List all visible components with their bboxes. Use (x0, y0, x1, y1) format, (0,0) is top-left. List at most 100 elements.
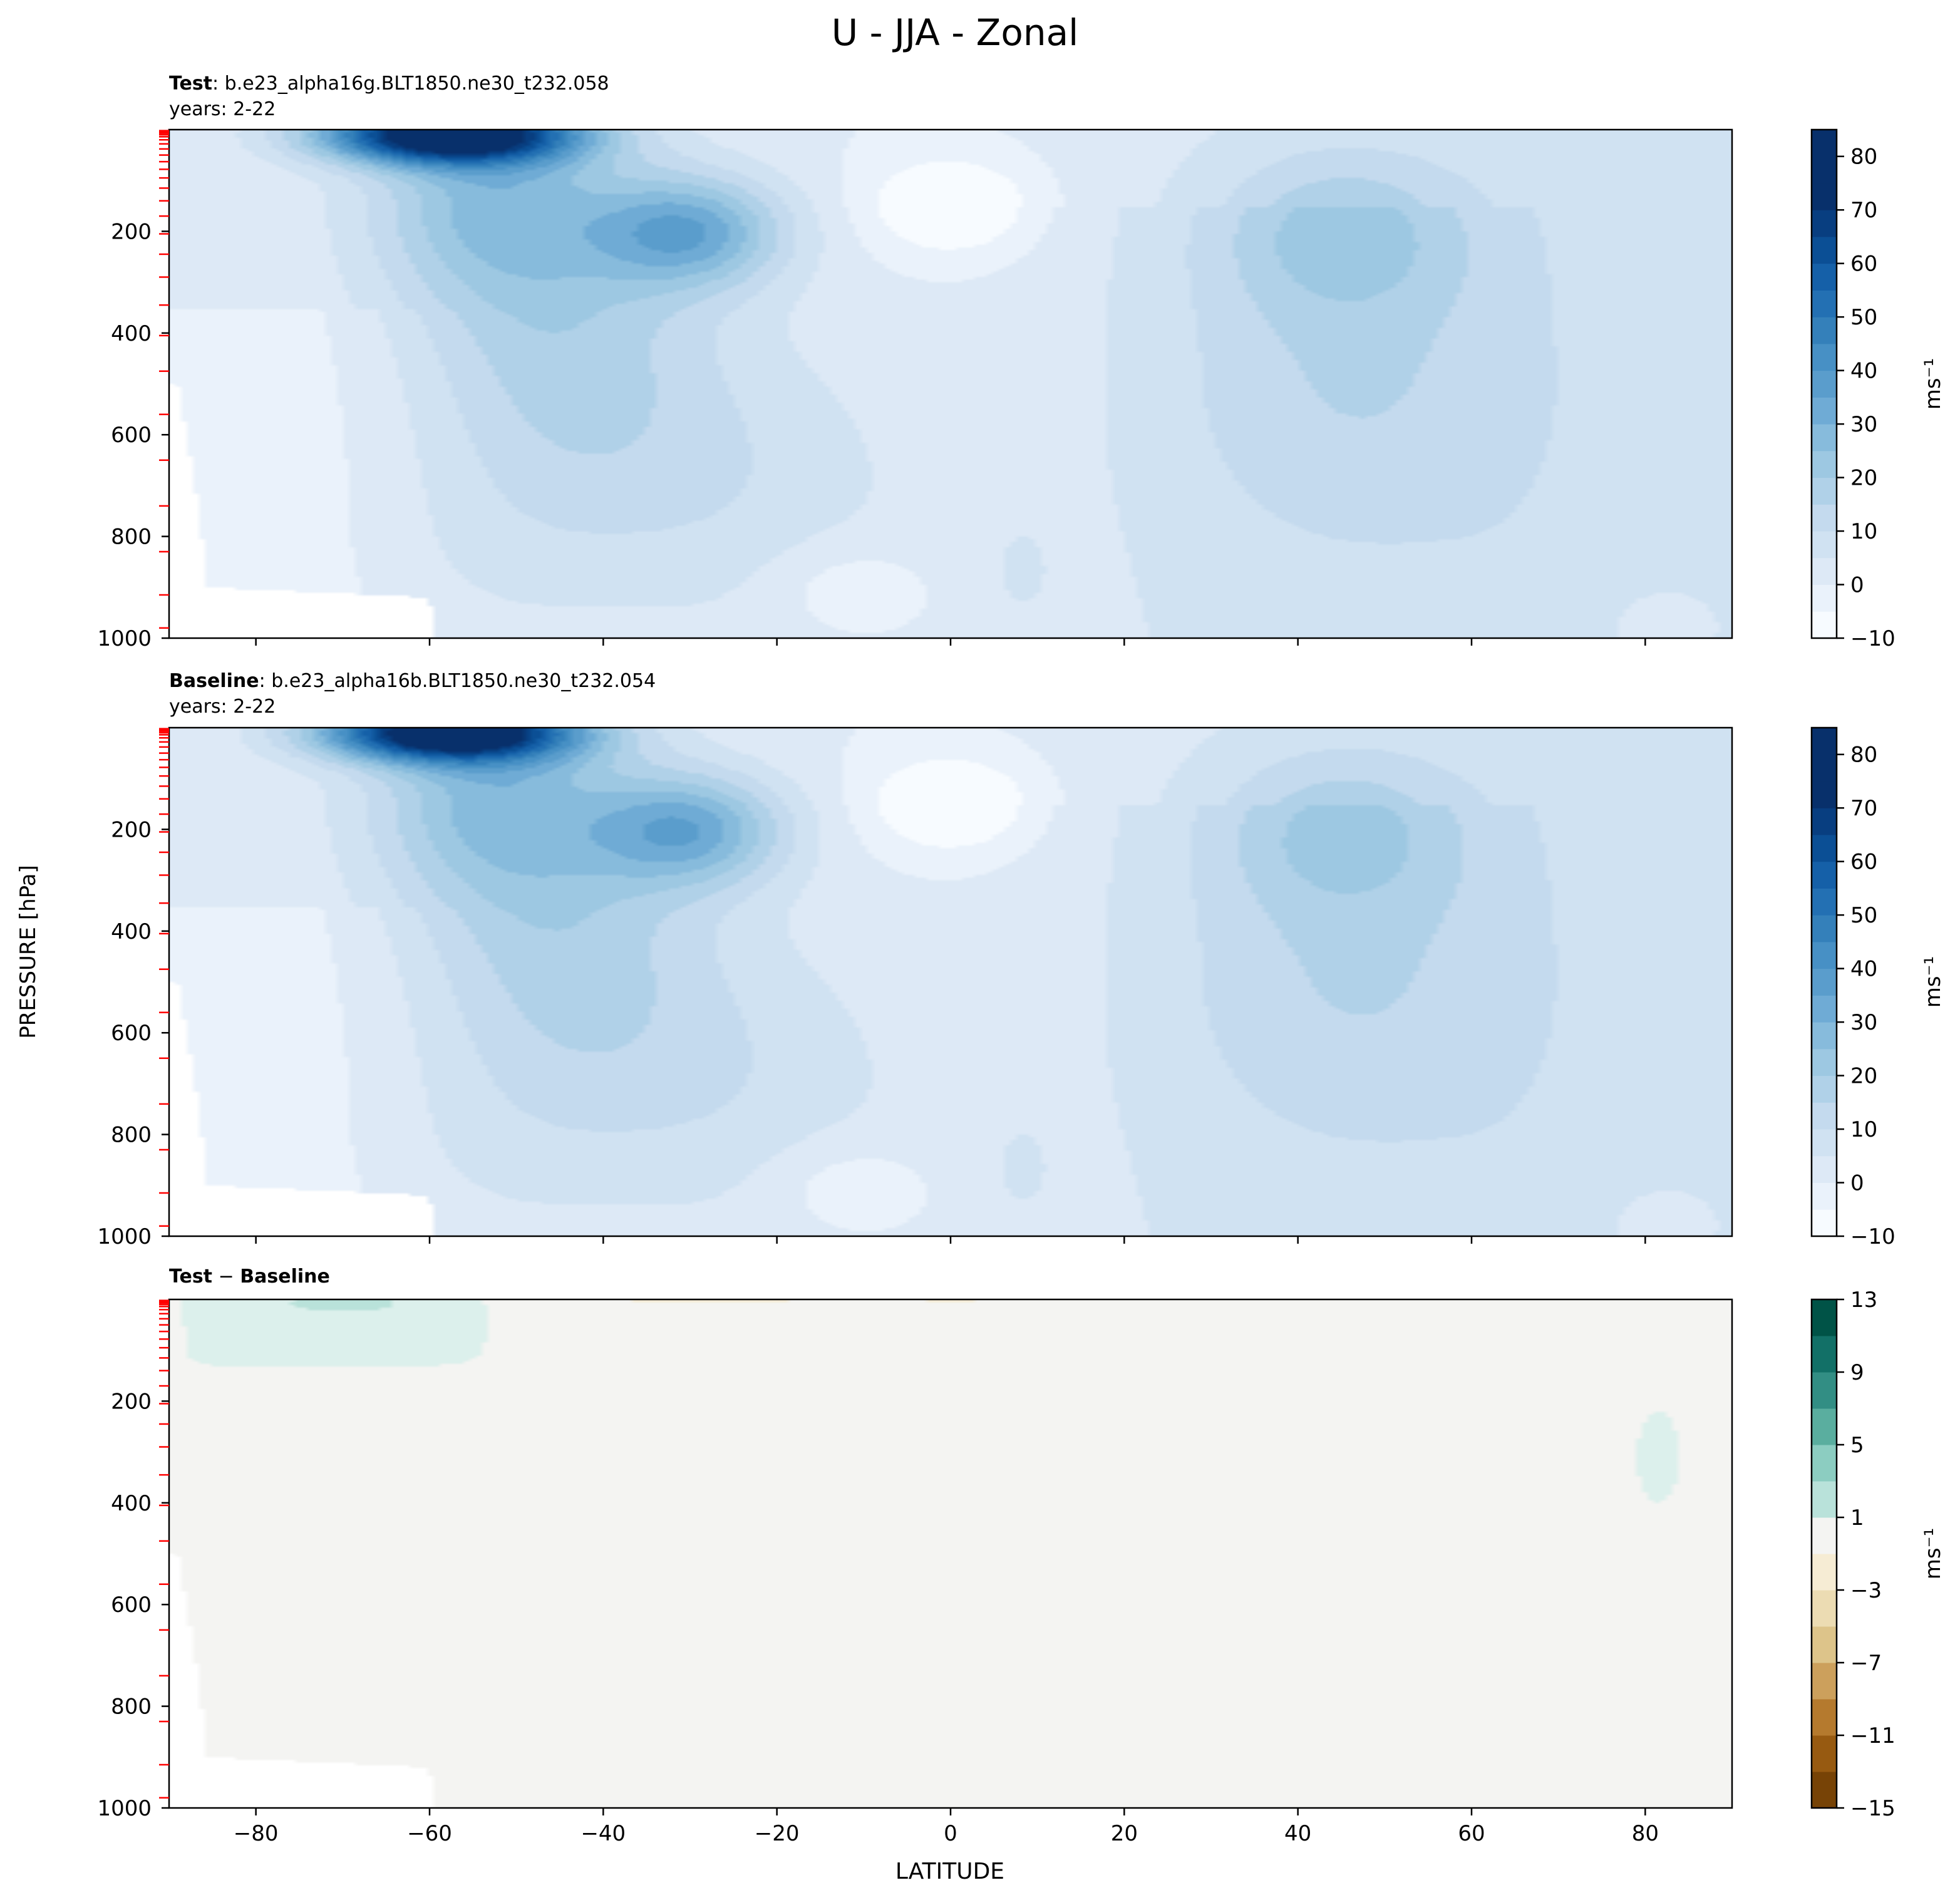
colorbar-band (1812, 343, 1837, 371)
colorbar-frame (1810, 1298, 1838, 1809)
y-tick-label: 400 (111, 321, 152, 346)
colorbar-band (1812, 450, 1837, 478)
y-tick-label: 1000 (97, 626, 152, 651)
x-tick-label: −40 (580, 1821, 626, 1846)
colorbar-band (1812, 1445, 1837, 1482)
colorbar-band (1812, 1408, 1837, 1445)
colorbar-band (1812, 236, 1837, 264)
x-tick-label: 80 (1632, 1821, 1659, 1846)
colorbar-band (1812, 1075, 1837, 1103)
panel-baseline-years: years: 2-22 (169, 696, 276, 718)
colorbar-band (1812, 130, 1837, 157)
colorbar-band (1812, 557, 1837, 586)
colorbar-band (1812, 370, 1837, 398)
y-tick-label: 600 (111, 1593, 152, 1618)
colorbar-frame (1810, 128, 1838, 639)
x-tick-label: 60 (1458, 1821, 1485, 1846)
panel-test-label: Test: b.e23_alpha16g.BLT1850.ne30_t232.0… (169, 73, 609, 95)
colorbar-band (1812, 1663, 1837, 1700)
panel-baseline-label-bold: Baseline (169, 670, 259, 692)
colorbar-band (1812, 611, 1837, 639)
colorbar-tick-label: 10 (1850, 519, 1877, 544)
x-tick-label: 0 (944, 1821, 957, 1846)
panel-baseline: Baseline: b.e23_alpha16b.BLT1850.ne30_t2… (97, 670, 1946, 1249)
x-tick-label: 20 (1111, 1821, 1138, 1846)
colorbar-band (1812, 210, 1837, 237)
colorbar-band (1812, 424, 1837, 452)
colorbar-band (1812, 1735, 1837, 1772)
colorbar-tick-label: 0 (1850, 1171, 1864, 1196)
colorbar-tick-label: −10 (1850, 626, 1896, 651)
y-tick-label: 200 (111, 1389, 152, 1414)
colorbar-band (1812, 504, 1837, 532)
y-tick-label: 400 (111, 1491, 152, 1516)
colorbar-tick-label: 70 (1850, 198, 1877, 223)
colorbar-band (1812, 1481, 1837, 1518)
x-tick-label: −20 (755, 1821, 800, 1846)
colorbar-tick-label: 20 (1850, 1064, 1877, 1089)
y-tick-label: 800 (111, 1695, 152, 1720)
x-tick-label: 40 (1284, 1821, 1311, 1846)
colorbar-tick-label: −7 (1850, 1651, 1882, 1676)
colorbar-band (1812, 1209, 1837, 1237)
panel-difference-label: Test − Baseline (169, 1266, 330, 1288)
y-tick-label: 200 (111, 219, 152, 244)
colorbar-band (1812, 941, 1837, 969)
colorbar-band (1812, 808, 1837, 835)
colorbar-band (1812, 584, 1837, 612)
colorbar-difference: 13 9 5 1 −3 −7 −11 −15 ms⁻¹ (1810, 1288, 1946, 1821)
colorbar-tick-label: 50 (1850, 305, 1877, 330)
colorbar-tick-label: −10 (1850, 1224, 1896, 1249)
colorbar-band (1812, 1182, 1837, 1210)
colorbar-band (1812, 1372, 1837, 1409)
colorbar-band (1812, 1129, 1837, 1157)
panel-test-label-case: : b.e23_alpha16g.BLT1850.ne30_t232.058 (212, 73, 609, 95)
panel-test-label-bold: Test (169, 73, 212, 95)
colorbar-band (1812, 728, 1837, 755)
colorbar-test: 80 70 60 50 40 30 20 10 0 −10 ms⁻¹ (1810, 128, 1946, 651)
colorbar-tick-label: 80 (1850, 145, 1877, 170)
colorbar-band (1812, 781, 1837, 808)
colorbar-tick-label: 0 (1850, 573, 1864, 598)
panel-difference-label-a: Test (169, 1266, 212, 1288)
colorbar-tick-label: 10 (1850, 1117, 1877, 1142)
y-tick-label: 1000 (97, 1224, 152, 1249)
panel-difference-label-sep: − (212, 1266, 240, 1288)
colorbar-tick-label: −11 (1850, 1723, 1896, 1748)
colorbar-band (1812, 1299, 1837, 1336)
colorbar-band (1812, 995, 1837, 1023)
colorbar-tick-label: 30 (1850, 1010, 1877, 1035)
colorbar-band (1812, 1022, 1837, 1050)
colorbar-band (1812, 1155, 1837, 1184)
contour-fill (169, 1299, 1732, 1808)
colorbar-band (1812, 1554, 1837, 1591)
panel-baseline-label: Baseline: b.e23_alpha16b.BLT1850.ne30_t2… (169, 670, 656, 692)
y-tick-label: 800 (111, 525, 152, 550)
plot-baseline: 200 400 600 800 1000 (97, 726, 1733, 1249)
colorbar-unit: ms⁻¹ (1921, 956, 1946, 1008)
colorbar-band (1812, 263, 1837, 291)
y-axis-label: PRESSURE [hPa] (16, 865, 41, 1038)
colorbar-band (1812, 1102, 1837, 1130)
colorbar-band (1812, 1590, 1837, 1627)
colorbar-band (1812, 183, 1837, 210)
colorbar-tick-label: 30 (1850, 412, 1877, 437)
y-tick-label: 600 (111, 1021, 152, 1046)
colorbar-tick-label: −15 (1850, 1796, 1896, 1821)
colorbar-band (1812, 1336, 1837, 1373)
colorbar-tick-label: 80 (1850, 743, 1877, 768)
colorbar-band (1812, 754, 1837, 782)
colorbar-band (1812, 1048, 1837, 1076)
colorbar-band (1812, 397, 1837, 425)
colorbar-tick-label: 5 (1850, 1433, 1864, 1458)
colorbar-band (1812, 915, 1837, 942)
colorbar-tick-label: 50 (1850, 903, 1877, 928)
colorbar-band (1812, 290, 1837, 318)
colorbar-band (1812, 531, 1837, 559)
panel-difference-label-b: Baseline (240, 1266, 330, 1288)
colorbar-band (1812, 968, 1837, 996)
panel-test-years: years: 2-22 (169, 98, 276, 120)
colorbar-tick-label: 13 (1850, 1288, 1877, 1313)
